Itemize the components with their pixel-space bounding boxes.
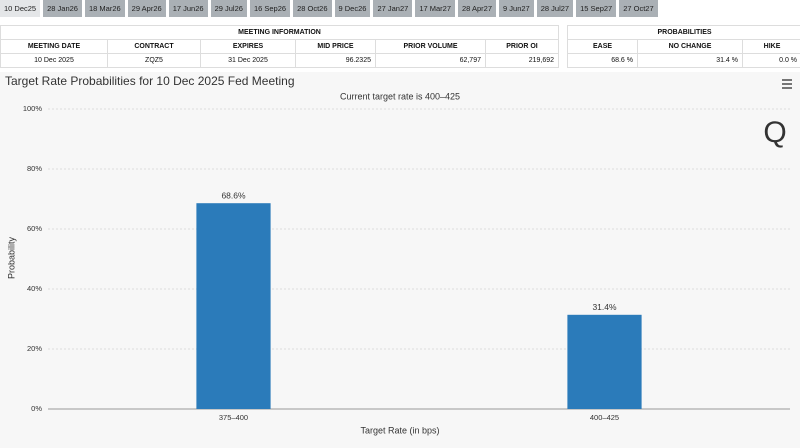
column-header: MEETING DATE [0,39,108,54]
tab[interactable]: 9 Jun27 [499,0,534,17]
tab[interactable]: 15 Sep27 [576,0,617,17]
column-header: MID PRICE [295,39,376,54]
tab[interactable]: 17 Mar27 [415,0,455,17]
tab[interactable]: 28 Oct26 [293,0,332,17]
cell: 219,692 [484,53,560,68]
section-row: PROBABILITIES [566,25,800,40]
bar [567,314,642,409]
menu-icon[interactable] [782,79,792,89]
tab[interactable]: 27 Oct27 [619,0,658,17]
tab[interactable]: 9 Dec26 [334,0,371,17]
column-header: NO CHANGE [637,39,743,54]
chart-title: Target Rate Probabilities for 10 Dec 202… [5,74,295,88]
tab[interactable]: 10 Dec25 [0,0,41,17]
cell: 31 Dec 2025 [200,53,296,68]
y-tick-label: 60% [27,224,42,233]
y-tick-label: 100% [23,104,43,113]
watermark: Q [763,116,786,149]
chart-background [0,72,800,448]
column-header: HIKE [741,39,800,54]
y-axis-label: Probability [6,236,16,279]
tab[interactable]: 18 Mar26 [84,0,125,17]
tab[interactable]: 29 Jul26 [210,0,247,17]
section-title: MEETING INFORMATION [0,25,560,40]
cell: 96.2325 [295,53,376,68]
data-label: 68.6% [221,190,246,200]
bar [196,203,271,409]
probability-table: PROBABILITIES EASE NO CHANGE HIKE 68.6 % 31.4… [566,25,800,68]
meeting-table: MEETING INFORMATION MEETING DATE CONTRACT E… [0,25,560,68]
tab[interactable]: 27 Jan27 [373,0,413,17]
cell: 31.4 % [637,53,743,68]
tab[interactable]: 28 Jan26 [43,0,82,17]
y-tick-label: 20% [27,344,42,353]
y-tick-label: 80% [27,164,42,173]
tab[interactable]: 16 Sep26 [249,0,291,17]
column-header: PRIOR OI [484,39,560,54]
x-axis-label: Target Rate (in bps) [360,425,439,435]
section-row: MEETING INFORMATION [0,25,560,40]
chart-subtitle: Current target rate is 400–425 [340,91,460,101]
data-row: 68.6 % 31.4 % 0.0 % [567,53,800,68]
data-row: 10 Dec 2025 ZQZ5 31 Dec 2025 96.2325 62,797 2… [0,53,560,68]
y-tick-label: 40% [27,284,42,293]
cell: 68.6 % [567,53,638,68]
column-header: EASE [567,39,638,54]
tab[interactable]: 17 Jun26 [168,0,208,17]
column-header: CONTRACT [107,39,201,54]
section-title: PROBABILITIES [566,25,800,40]
y-tick-label: 0% [31,404,42,413]
x-tick-label: 375–400 [219,413,248,422]
cell: ZQZ5 [107,53,201,68]
x-tick-label: 400–425 [590,413,619,422]
column-header: EXPIRES [200,39,296,54]
cell: 0.0 % [741,53,800,68]
data-label: 31.4% [592,302,617,312]
cell: 10 Dec 2025 [0,53,108,68]
tab[interactable]: 28 Apr27 [458,0,497,17]
header-row: EASE NO CHANGE HIKE [567,39,800,54]
tab[interactable]: 28 Jul27 [536,0,574,17]
cell: 62,797 [375,53,486,68]
chart: Target Rate Probabilities for 10 Dec 202… [0,72,800,448]
tab[interactable]: 29 Apr26 [127,0,166,17]
column-header: PRIOR VOLUME [375,39,486,54]
header-row: MEETING DATE CONTRACT EXPIRES MID PRICE PRIO… [0,39,560,54]
tab-bar: 10 Dec25 28 Jan26 18 Mar26 29 Apr26 17 Jun26… [0,0,658,18]
